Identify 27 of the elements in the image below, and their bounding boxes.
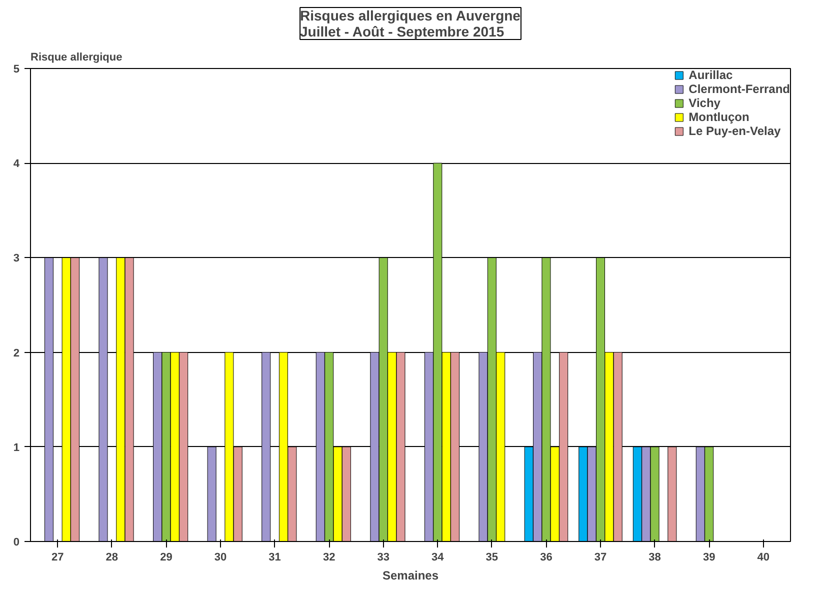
x-tick-label: 39 bbox=[702, 552, 716, 564]
legend-label: Montluçon bbox=[688, 110, 750, 124]
x-tick-label: 34 bbox=[432, 552, 445, 564]
y-tick-label: 0 bbox=[13, 536, 20, 548]
x-tick-label: 35 bbox=[486, 552, 498, 564]
y-tick-label: 4 bbox=[13, 158, 20, 170]
x-tick-label: 28 bbox=[106, 552, 118, 564]
x-tick-label: 33 bbox=[377, 552, 390, 564]
y-tick-label: 5 bbox=[13, 64, 20, 76]
legend-label: Le Puy-en-Velay bbox=[688, 124, 781, 138]
x-tick-label: 36 bbox=[540, 552, 552, 564]
x-tick-label: 31 bbox=[268, 552, 281, 564]
x-tick-label: 40 bbox=[757, 552, 770, 564]
y-tick-label: 2 bbox=[13, 347, 20, 360]
legend-label: Clermont-Ferrand bbox=[688, 82, 790, 96]
legend-label: Vichy bbox=[688, 96, 720, 110]
x-axis-title: Semaines bbox=[382, 568, 439, 582]
y-tick-label: 3 bbox=[13, 252, 20, 265]
x-tick-label: 32 bbox=[322, 552, 336, 564]
legend-label: Aurillac bbox=[688, 68, 733, 82]
x-tick-label: 37 bbox=[594, 552, 607, 564]
x-tick-label: 27 bbox=[52, 552, 64, 564]
x-tick-label: 30 bbox=[214, 552, 227, 564]
y-axis-title: Risque allergique bbox=[30, 52, 122, 64]
x-tick-label: 29 bbox=[160, 552, 172, 564]
x-tick-label: 38 bbox=[648, 552, 661, 564]
y-tick-label: 1 bbox=[13, 442, 20, 454]
